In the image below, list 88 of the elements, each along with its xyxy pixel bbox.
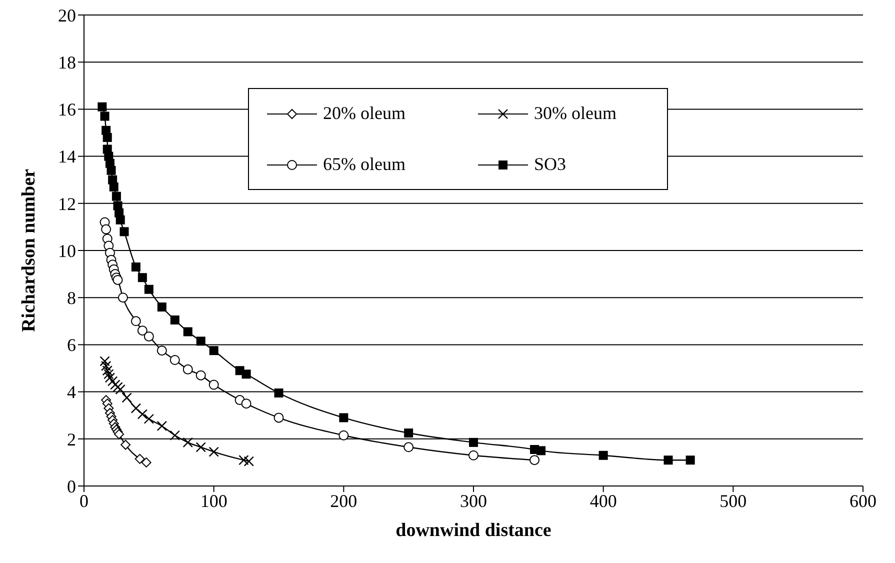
x-tick-label: 400 [590, 490, 617, 511]
x-tick-label: 600 [850, 490, 876, 511]
point [468, 450, 478, 460]
legend-label: 30% oleum [534, 103, 616, 124]
point [134, 454, 145, 464]
y-tick-label: 20 [58, 5, 76, 26]
legend-label: 65% oleum [323, 154, 406, 175]
point [196, 442, 206, 452]
point [182, 364, 193, 374]
point [144, 284, 154, 294]
point [118, 292, 128, 303]
point [170, 430, 180, 440]
point [104, 372, 116, 383]
point [404, 442, 414, 452]
point [686, 456, 695, 465]
point [208, 380, 219, 390]
y-tick-label: 0 [67, 476, 76, 496]
point [109, 182, 118, 192]
x-axis-title: downwind distance [396, 520, 552, 541]
x-tick-label: 0 [80, 490, 88, 511]
point [170, 315, 180, 324]
point [338, 430, 349, 440]
point [120, 227, 129, 236]
point [130, 403, 142, 414]
x-tick-label: 300 [460, 490, 487, 511]
point [137, 326, 148, 336]
point [530, 455, 540, 466]
point [238, 454, 249, 466]
point [170, 355, 180, 366]
point [182, 437, 193, 448]
point [469, 438, 478, 447]
point [208, 446, 219, 457]
x-tick-label: 100 [200, 490, 228, 511]
point [110, 380, 120, 390]
point [112, 382, 123, 392]
point [101, 224, 112, 234]
y-tick-label: 14 [58, 146, 76, 167]
point [104, 369, 114, 380]
point [241, 398, 252, 409]
point [156, 420, 167, 432]
point [107, 376, 118, 386]
point [131, 262, 140, 272]
point [116, 215, 125, 224]
point [598, 450, 608, 460]
y-tick-label: 12 [58, 194, 76, 214]
y-tick-label: 4 [67, 382, 76, 402]
point [664, 456, 673, 465]
point [196, 370, 206, 380]
legend-label: 20% oleum [323, 103, 406, 124]
y-tick-label: 16 [58, 100, 76, 120]
y-tick-label: 8 [67, 288, 76, 308]
point [98, 102, 107, 112]
point [157, 302, 166, 312]
point [274, 412, 284, 423]
point [106, 166, 116, 175]
point [102, 366, 112, 376]
point [339, 413, 348, 422]
y-tick-label: 10 [58, 240, 76, 261]
point [144, 414, 154, 424]
point [122, 392, 132, 403]
y-tick-label: 18 [58, 52, 76, 72]
point [209, 346, 218, 356]
point [112, 192, 121, 201]
point [100, 112, 110, 121]
point [156, 346, 167, 356]
point [183, 327, 192, 336]
x-tick-label: 500 [720, 490, 747, 511]
point [100, 356, 110, 366]
point [141, 457, 152, 468]
point [244, 456, 254, 466]
point [536, 446, 546, 456]
y-axis-title: Richardson number [18, 168, 40, 332]
point [130, 316, 141, 326]
point [138, 273, 147, 282]
point [114, 429, 124, 440]
point [137, 409, 148, 420]
point [242, 370, 251, 379]
point [115, 384, 126, 395]
y-tick-label: 2 [67, 429, 76, 450]
point [404, 428, 414, 438]
point [274, 388, 284, 398]
point [100, 360, 112, 371]
point [102, 132, 112, 142]
point [196, 336, 206, 346]
y-tick-label: 6 [67, 335, 76, 356]
point [144, 331, 154, 342]
x-tick-label: 200 [330, 490, 358, 511]
legend-label: SO3 [534, 154, 566, 175]
